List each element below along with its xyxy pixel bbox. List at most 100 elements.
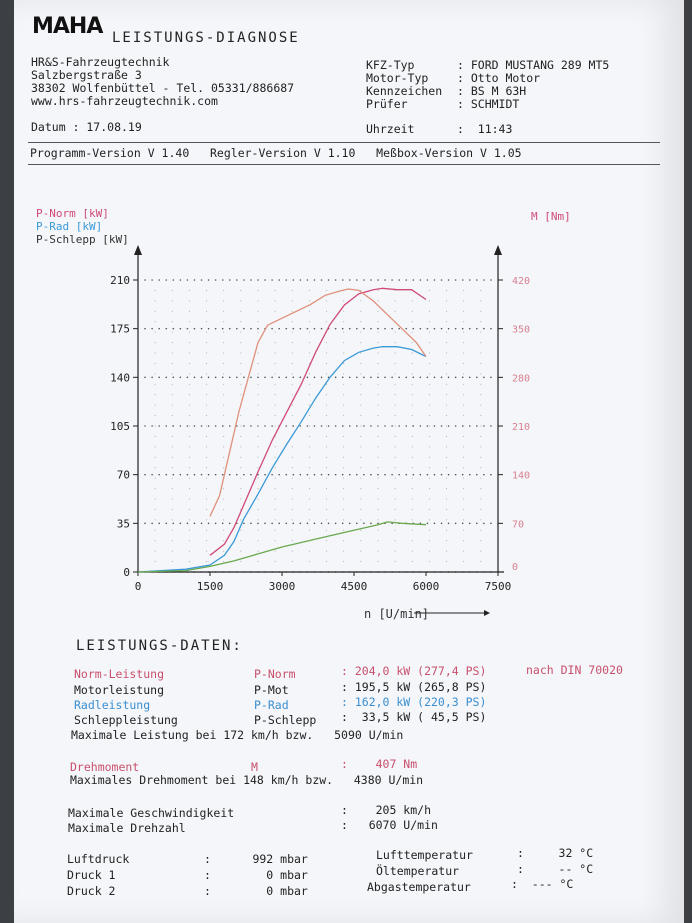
report-sheet: MAHA LEISTUNGS-DIAGNOSE HR&S-Fahrzeugtec… (14, 0, 684, 923)
grid-dot (426, 376, 429, 379)
grid-dot (343, 404, 345, 406)
grid-dot (291, 467, 293, 469)
grid-dot (326, 561, 328, 563)
grid-dot (446, 383, 448, 385)
grid-dot (463, 300, 465, 302)
grid-dot (343, 383, 345, 385)
grid-dot (274, 310, 276, 312)
grid-dot (394, 362, 396, 364)
grid-dot (171, 529, 173, 531)
grid-dot (428, 321, 430, 323)
y-tick-label: 175 (110, 323, 130, 336)
grid-dot (257, 508, 259, 510)
grid-dot (370, 473, 372, 476)
grid-dot (490, 473, 492, 476)
grid-dot (411, 446, 413, 448)
grid-dot (206, 342, 208, 344)
grid-dot (144, 425, 146, 427)
grid-dot (206, 540, 208, 542)
grid-dot (285, 376, 288, 379)
rpm-label: Maximale Drehzahl (68, 821, 186, 835)
grid-dot (411, 508, 413, 510)
grid-dot (348, 327, 351, 330)
grid-dot (480, 529, 482, 531)
grid-dot (144, 376, 146, 379)
norm-name: Norm-Leistung (74, 667, 165, 681)
grid-dot (274, 508, 276, 510)
grid-dot (306, 327, 309, 330)
grid-dot (360, 289, 362, 291)
grid-dot (271, 327, 273, 330)
x-tick-label: 4500 (341, 580, 368, 593)
grid-dot (291, 519, 293, 521)
grid-dot (285, 522, 288, 525)
grid-dot (257, 327, 259, 330)
grid-dot (360, 342, 362, 344)
grid-dot (360, 550, 362, 552)
grid-dot (411, 456, 413, 458)
grid-dot (291, 331, 293, 333)
grid-dot (240, 529, 242, 531)
grid-dot (236, 473, 238, 476)
grid-dot (308, 394, 310, 396)
grid-dot (206, 477, 208, 479)
grid-dot (433, 425, 436, 427)
grid-dot (207, 425, 210, 427)
y-tick-label: 140 (110, 371, 130, 384)
grid-dot (291, 540, 293, 542)
grid-dot (188, 352, 190, 354)
grid-dot (411, 321, 413, 323)
grid-dot (480, 488, 482, 490)
grid-dot (463, 477, 465, 479)
grid-dot (348, 279, 351, 281)
grid-dot (463, 467, 465, 469)
grid-dot (144, 522, 146, 525)
grid-dot (171, 362, 173, 364)
grid-dot (428, 467, 430, 469)
grid-dot (240, 561, 242, 563)
grid-dot (476, 522, 478, 525)
grid-dot (411, 488, 413, 490)
grid-dot (426, 473, 429, 476)
grid-dot (257, 321, 259, 323)
grid-dot (257, 435, 259, 437)
grid-dot (428, 342, 430, 344)
grid-dot (411, 383, 413, 385)
grid-dot (206, 508, 208, 510)
grid-dot (463, 488, 465, 490)
grid-dot (356, 376, 358, 379)
grid-dot (343, 540, 345, 542)
grid-dot (360, 561, 362, 563)
grid-dot (394, 352, 396, 354)
grid-dot (299, 473, 302, 476)
y2-axis-arrow (494, 245, 502, 255)
grid-dot (240, 425, 242, 427)
grid-dot (394, 404, 396, 406)
grid-dot (326, 310, 328, 312)
y-tick-label: 0 (123, 566, 130, 579)
grid-dot (377, 540, 379, 542)
grid-dot (291, 394, 293, 396)
grid-dot (171, 404, 173, 406)
grid-dot (360, 498, 362, 500)
grid-dot (447, 473, 450, 476)
grid-dot (308, 519, 310, 521)
grid-dot (480, 519, 482, 521)
grid-dot (223, 435, 225, 437)
grid-dot (223, 498, 225, 500)
grid-dot (463, 383, 465, 385)
grid-dot (158, 376, 160, 379)
grid-dot (257, 279, 259, 281)
grid-dot (468, 327, 471, 330)
grid-dot (446, 331, 448, 333)
grid-dot (377, 415, 379, 417)
grid-dot (327, 522, 330, 525)
grid-dot (343, 498, 345, 500)
grid-dot (171, 394, 173, 396)
grid-dot (313, 473, 316, 476)
grid-dot (320, 522, 323, 525)
grid-dot (446, 321, 448, 323)
grid-dot (360, 467, 362, 469)
grid-dot (483, 376, 485, 379)
grid-dot (412, 473, 415, 476)
